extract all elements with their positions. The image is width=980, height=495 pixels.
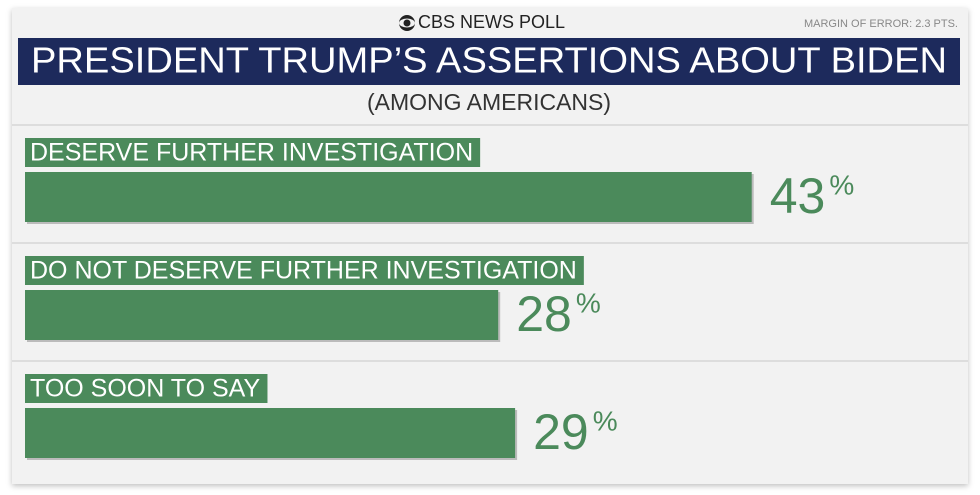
- category-box: [25, 138, 481, 167]
- category-box: [25, 374, 268, 403]
- subtitle: (AMONG AMERICANS): [367, 89, 611, 115]
- category-label: DESERVE FURTHER INVESTIGATION: [30, 139, 473, 167]
- value-unit: %: [576, 287, 601, 318]
- note: MARGIN OF ERROR: 2.3 PTS.: [804, 18, 958, 30]
- category-label: TOO SOON TO SAY: [30, 375, 260, 403]
- value-label: 43: [770, 168, 826, 224]
- category-box: [25, 256, 584, 285]
- bar: [25, 408, 516, 458]
- value-label: 28: [516, 286, 572, 342]
- category-label: DO NOT DESERVE FURTHER INVESTIGATION: [30, 257, 577, 285]
- title-band: [18, 38, 960, 85]
- chart-title: PRESIDENT TRUMP’S ASSERTIONS ABOUT BIDEN: [31, 40, 947, 81]
- value-unit: %: [593, 405, 618, 436]
- bar: [25, 290, 499, 340]
- header: CBS NEWS POLL: [418, 12, 565, 32]
- bar: [25, 172, 752, 222]
- cbs-logo: [399, 15, 415, 31]
- card: [12, 8, 968, 484]
- value-unit: %: [829, 169, 854, 200]
- value-label: 29: [533, 404, 589, 460]
